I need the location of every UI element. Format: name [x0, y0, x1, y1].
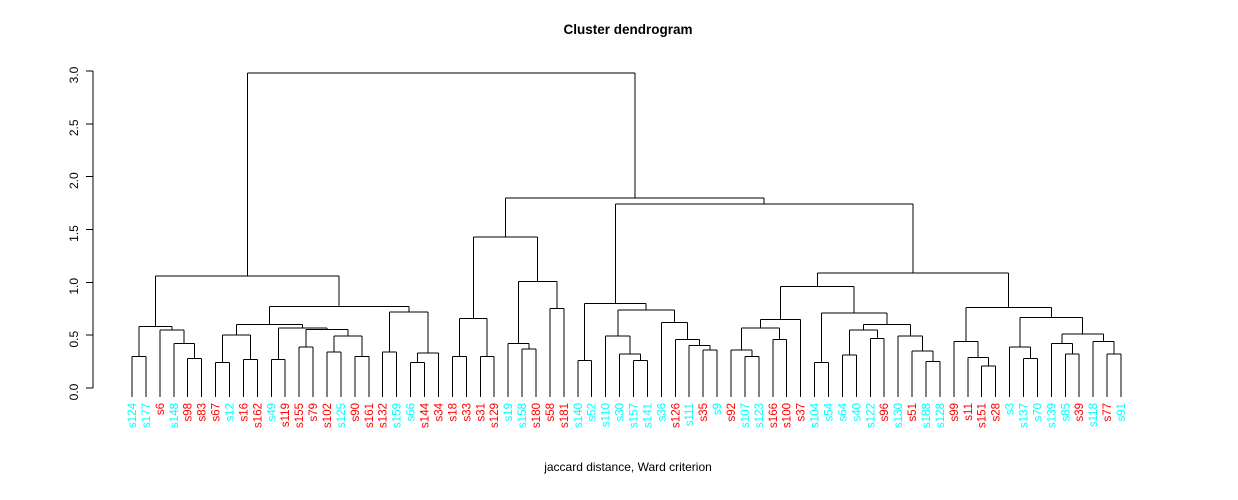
leaf-label: s54 [824, 402, 836, 421]
leaf-label: s28 [991, 403, 1003, 422]
leaf-label: s157 [628, 403, 640, 428]
leaf-label: s40 [851, 403, 863, 422]
leaf-label: s122 [865, 403, 877, 428]
leaf-label: s126 [670, 403, 682, 428]
leaf-label: s49 [266, 403, 278, 422]
leaf-label: s96 [879, 403, 891, 422]
leaf-label: s129 [489, 403, 501, 428]
leaf-label: s158 [517, 403, 529, 428]
leaf-label: s139 [1046, 403, 1058, 428]
leaf-label: s83 [197, 403, 209, 422]
leaf-label: s35 [698, 403, 710, 422]
leaf-label: s125 [336, 403, 348, 428]
leaf-label: s52 [587, 403, 599, 422]
y-tick-label: 3.0 [67, 66, 81, 83]
leaf-label: s37 [796, 403, 808, 422]
leaf-label: s110 [601, 403, 613, 427]
leaf-label: s177 [141, 403, 153, 428]
leaf-label: s90 [350, 403, 362, 422]
leaf-label: s140 [573, 403, 585, 428]
leaf-label: s148 [169, 403, 181, 428]
leaf-label: s12 [225, 403, 237, 422]
leaf-label: s104 [810, 402, 822, 428]
leaf-label: s137 [1019, 403, 1031, 428]
leaf-label: s16 [238, 403, 250, 422]
leaf-label: s91 [1116, 403, 1128, 422]
leaf-label: s130 [893, 403, 905, 428]
leaf-label: s159 [392, 403, 404, 428]
leaf-label: s124 [127, 402, 139, 428]
y-tick-label: 1.5 [67, 225, 81, 242]
leaf-label: s33 [461, 403, 473, 422]
leaf-label: s111 [684, 403, 696, 426]
leaf-label: s67 [211, 403, 223, 422]
leaf-label: s141 [642, 403, 654, 428]
leaf-label: s162 [252, 403, 264, 428]
y-tick-label: 2.5 [67, 119, 81, 136]
leaf-label: s85 [1060, 403, 1072, 422]
leaf-label: s36 [656, 403, 668, 422]
leaf-label: s188 [921, 403, 933, 428]
leaf-label: s128 [935, 403, 947, 428]
leaf-label: s11 [963, 403, 975, 421]
leaf-label: s98 [183, 403, 195, 422]
leaf-label: s64 [837, 402, 849, 421]
chart-title: Cluster dendrogram [563, 22, 693, 37]
y-tick-label: 2.0 [67, 172, 81, 189]
leaf-label: s70 [1032, 403, 1044, 422]
leaf-label: s58 [545, 403, 557, 422]
y-tick-label: 1.0 [67, 278, 81, 295]
leaf-label: s3 [1005, 403, 1017, 415]
y-tick-label: 0.5 [67, 331, 81, 348]
x-axis-caption: jaccard distance, Ward criterion [544, 460, 712, 474]
leaf-label: s99 [949, 403, 961, 422]
leaf-label: s144 [420, 402, 432, 428]
leaf-label: s6 [155, 403, 167, 415]
leaf-label: s151 [977, 403, 989, 428]
leaf-label: s51 [907, 403, 919, 422]
leaf-label: s30 [615, 403, 627, 422]
leaf-label: s180 [531, 403, 543, 428]
leaf-label: s155 [294, 403, 306, 428]
leaf-label: s34 [433, 402, 445, 421]
leaf-label: s161 [364, 403, 376, 428]
leaf-label: s9 [712, 403, 724, 415]
leaf-label: s66 [406, 403, 418, 422]
leaf-label: s119 [280, 403, 292, 427]
leaf-label: s31 [475, 403, 487, 422]
leaf-label: s118 [1088, 403, 1100, 427]
leaf-label: s39 [1074, 403, 1086, 422]
leaf-label: s92 [726, 403, 738, 422]
leaf-label: s132 [378, 403, 390, 428]
leaf-label: s102 [322, 403, 334, 428]
leaf-label: s123 [754, 403, 766, 428]
leaf-label: s19 [503, 403, 515, 422]
leaf-label: s79 [308, 403, 320, 422]
leaf-label: s18 [447, 403, 459, 422]
leaf-label: s77 [1102, 403, 1114, 422]
leaf-label: s107 [740, 403, 752, 428]
leaf-label: s100 [782, 403, 794, 428]
leaf-label: s181 [559, 403, 571, 428]
leaf-label: s166 [768, 403, 780, 428]
y-tick-label: 0.0 [67, 383, 81, 400]
